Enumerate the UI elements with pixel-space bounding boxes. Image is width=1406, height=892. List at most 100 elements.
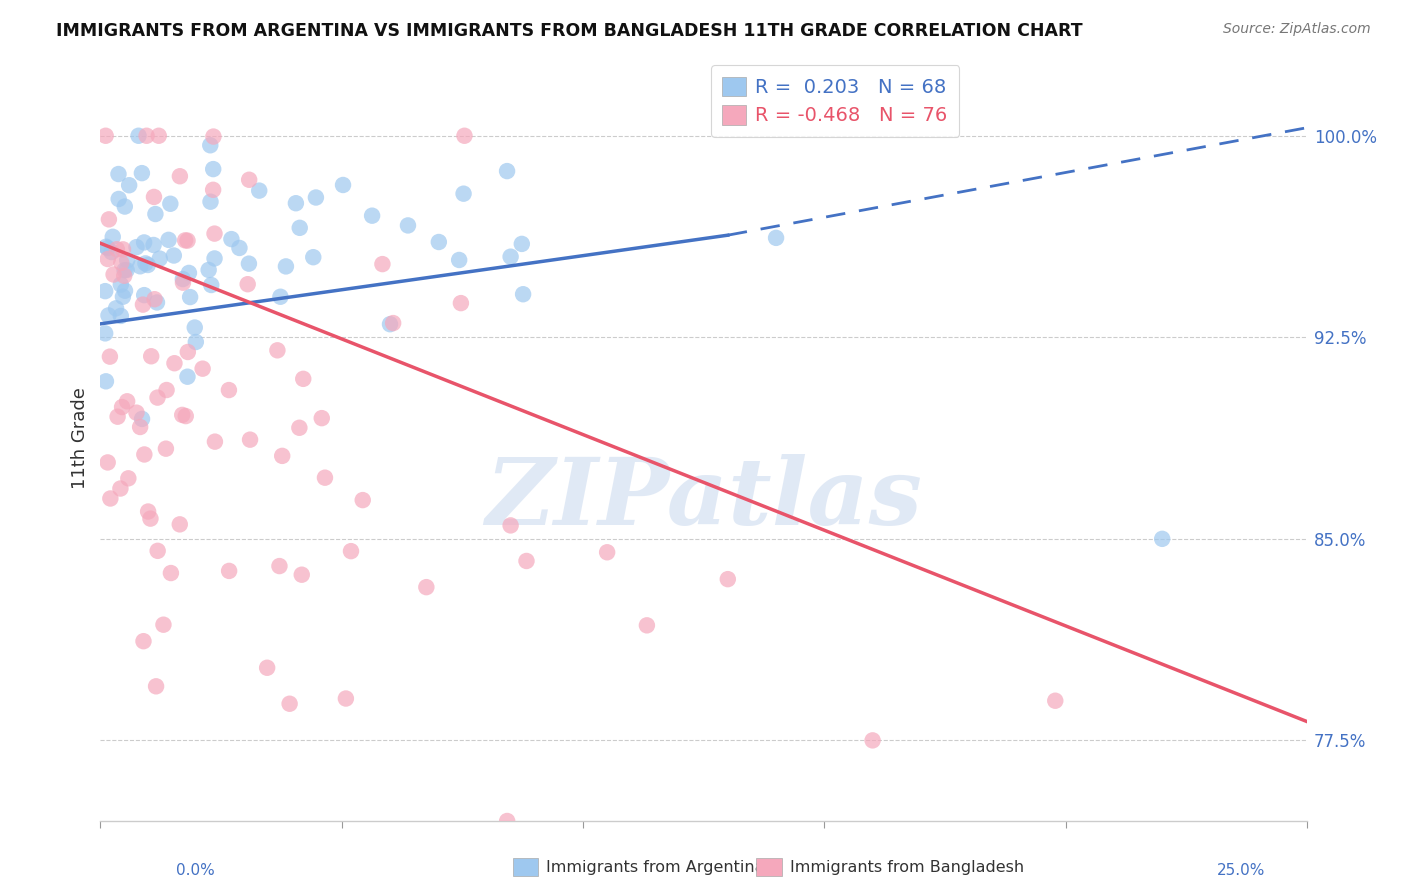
Point (160, 566, 183, 580)
Point (202, 129, 225, 144)
Point (291, 567, 314, 582)
Point (94, 284, 117, 298)
Point (449, 252, 471, 267)
Y-axis label: 11th Grade: 11th Grade (72, 387, 89, 489)
Point (94, 326, 117, 341)
Point (98, 491, 121, 506)
Point (136, 258, 159, 272)
Point (101, 229, 124, 244)
Point (179, 290, 201, 304)
Point (396, 219, 419, 233)
Point (118, 178, 141, 193)
Point (142, 238, 165, 252)
Point (269, 559, 291, 574)
Point (515, 554, 537, 568)
Point (174, 409, 197, 423)
Point (499, 518, 522, 533)
Point (132, 634, 155, 648)
Point (97, 309, 120, 323)
Point (302, 250, 325, 264)
Point (176, 369, 198, 384)
Point (862, 733, 884, 747)
Point (112, 268, 135, 283)
Point (152, 617, 174, 632)
Point (184, 334, 207, 349)
Point (274, 260, 297, 274)
Point (200, 138, 222, 153)
Point (239, 433, 262, 447)
Point (278, 697, 301, 711)
Point (107, 409, 129, 424)
Point (382, 316, 405, 330)
Point (1152, 532, 1174, 546)
Text: Immigrants from Bangladesh: Immigrants from Bangladesh (790, 860, 1025, 874)
Point (155, 442, 177, 456)
Point (110, 277, 132, 292)
Point (94, 374, 117, 388)
Point (256, 661, 278, 675)
Point (176, 234, 198, 248)
Legend: R =  0.203   N = 68, R = -0.468   N = 76: R = 0.203 N = 68, R = -0.468 N = 76 (711, 65, 959, 137)
Point (149, 252, 172, 266)
Point (94, 240, 117, 254)
Point (765, 231, 787, 245)
Point (107, 192, 129, 206)
Point (236, 277, 259, 292)
Point (143, 190, 166, 204)
Point (111, 243, 134, 257)
Point (596, 545, 619, 559)
Point (110, 482, 132, 496)
Point (141, 349, 163, 363)
Point (1045, 694, 1067, 708)
Point (97, 212, 120, 227)
Point (169, 169, 191, 184)
Point (314, 471, 336, 485)
Text: ZIPatlas: ZIPatlas (485, 454, 922, 544)
Point (105, 301, 128, 316)
Point (132, 297, 155, 311)
Point (110, 256, 132, 270)
Point (177, 345, 200, 359)
Point (117, 471, 139, 485)
Point (184, 320, 207, 334)
Point (169, 517, 191, 532)
Point (427, 235, 450, 249)
Point (111, 290, 134, 304)
Point (496, 814, 519, 828)
Point (177, 266, 200, 280)
Point (332, 178, 354, 192)
Point (128, 128, 150, 143)
Point (352, 493, 374, 508)
Point (378, 317, 401, 331)
Point (191, 361, 214, 376)
Point (139, 511, 162, 525)
Text: IMMIGRANTS FROM ARGENTINA VS IMMIGRANTS FROM BANGLADESH 11TH GRADE CORRELATION C: IMMIGRANTS FROM ARGENTINA VS IMMIGRANTS … (56, 22, 1083, 40)
Point (221, 232, 243, 246)
Point (269, 290, 291, 304)
Point (114, 263, 136, 277)
Point (134, 235, 156, 250)
Text: Source: ZipAtlas.com: Source: ZipAtlas.com (1223, 22, 1371, 37)
Point (204, 227, 226, 241)
Point (131, 166, 153, 180)
Point (292, 372, 315, 386)
Point (271, 449, 294, 463)
Point (247, 184, 270, 198)
Point (134, 256, 156, 270)
Point (228, 241, 250, 255)
Point (288, 220, 311, 235)
Point (136, 504, 159, 518)
Point (636, 618, 658, 632)
Point (218, 383, 240, 397)
Point (110, 309, 132, 323)
Point (453, 128, 475, 143)
Point (148, 128, 170, 143)
Point (97, 455, 120, 469)
Point (143, 292, 166, 306)
Point (146, 295, 169, 310)
Point (131, 412, 153, 426)
Point (134, 288, 156, 302)
Point (453, 186, 475, 201)
Point (94, 128, 117, 143)
Point (415, 580, 437, 594)
